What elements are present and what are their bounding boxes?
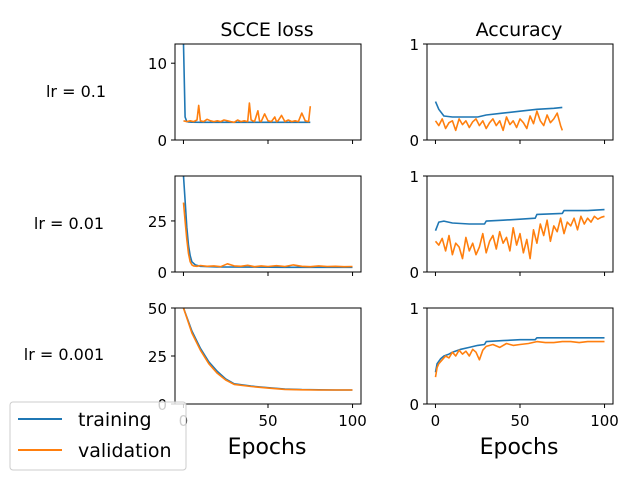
legend-label-validation: validation [78,440,172,462]
y-tick-label: 1 [409,300,419,318]
subplot-scce-loss-0: 0 10 [148,43,362,150]
y-tick-label: 25 [148,213,167,231]
series-line-training [182,176,353,269]
series-line-validation [434,110,564,132]
subplot-scce-loss-2: 0 25 [148,175,362,282]
x-tick-label: 50 [510,412,529,430]
series-line-validation [182,308,353,391]
series-line-training [434,336,605,373]
y-tick-label: 0 [409,396,419,414]
axes-frame [426,43,614,141]
axes-frame [174,175,362,273]
subplot-accuracy-3: 01 [409,168,614,282]
y-tick-label: 50 [148,300,167,318]
subplot-scce-loss-4: 02550050100 [148,300,367,430]
y-tick-label: 0 [409,264,419,282]
axes-frame [174,43,362,141]
y-tick-label: 0 [157,264,167,282]
y-tick-label: 1 [409,168,419,186]
x-axis-label-loss: Epochs [228,435,307,460]
column-title-accuracy: Accuracy [476,19,563,41]
series-line-training [434,208,605,231]
y-tick-label: 10 [148,55,167,73]
column-title-loss: SCCE loss [220,19,313,41]
x-tick-label: 0 [431,412,441,430]
row-label-lr-0.1: lr = 0.1 [46,82,106,101]
x-tick-label: 50 [258,412,277,430]
subplots: 01001025010255005010001050100 [148,36,619,430]
series-line-training [434,101,563,118]
x-tick-label: 100 [590,412,619,430]
y-tick-label: 25 [148,348,167,366]
legend-label-training: training [78,409,152,431]
row-label-lr-0.001: lr = 0.001 [24,345,104,364]
x-tick-label: 100 [338,412,367,430]
series-line-training [182,44,311,124]
y-tick-label: 0 [157,132,167,150]
x-axis-label-accuracy: Epochs [480,435,559,460]
series-line-validation [434,340,605,378]
series-line-validation [182,202,353,268]
y-tick-label: 0 [409,132,419,150]
y-tick-label: 1 [409,36,419,54]
subplot-accuracy-5: 0 1 0 50 100 [409,300,618,430]
subplot-accuracy-1: 01 [409,36,614,150]
series-line-training [182,308,353,391]
row-label-lr-0.01: lr = 0.01 [34,214,104,233]
series-line-validation [183,102,312,124]
legend: training validation [9,401,187,471]
series-line-validation [434,215,605,260]
